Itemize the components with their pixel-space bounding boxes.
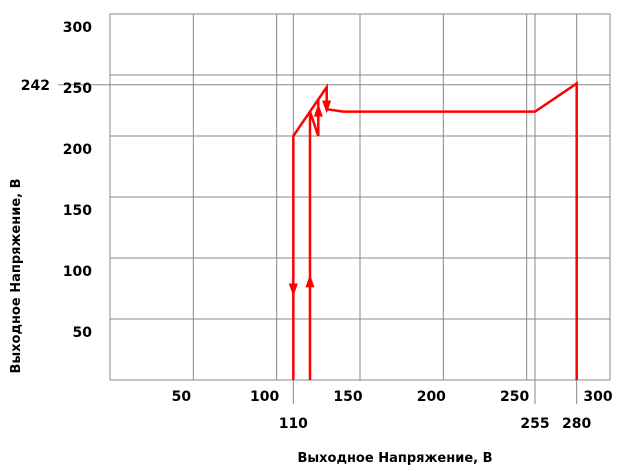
x-extra-tick-label: 110 (279, 416, 308, 432)
y-extra-tick-label: 242 (21, 78, 50, 94)
arrow-down-icon (288, 283, 298, 297)
series-line (292, 81, 578, 380)
x-extra-tick-label: 280 (562, 416, 591, 432)
y-tick-label: 250 (63, 81, 92, 97)
ticks-group: 50 100 150 200 250 300 110 255 280 50 100 150 200 250… (21, 20, 613, 432)
series-group (292, 81, 578, 381)
arrows-group (288, 100, 332, 297)
x-tick-label: 100 (250, 389, 279, 405)
x-tick-label: 300 (583, 389, 612, 405)
arrow-down-icon (322, 100, 332, 114)
x-tick-label: 200 (417, 389, 446, 405)
x-tick-label: 50 (172, 389, 192, 405)
arrow-up-icon (313, 103, 323, 117)
series-line (308, 99, 320, 380)
y-tick-label: 50 (73, 325, 93, 341)
y-tick-label: 100 (63, 264, 92, 280)
arrow-up-icon (305, 274, 315, 288)
y-axis-label: Выходное Напряжение, В (9, 178, 24, 373)
x-tick-label: 250 (500, 389, 529, 405)
x-tick-label: 150 (333, 389, 362, 405)
y-tick-label: 200 (63, 142, 92, 158)
x-axis-label: Выходное Напряжение, В (297, 451, 492, 466)
grid (110, 14, 610, 380)
x-extra-tick-label: 255 (520, 416, 549, 432)
y-tick-label: 150 (63, 203, 92, 219)
extra-tick-lines (58, 14, 610, 404)
y-tick-label: 300 (63, 20, 92, 36)
